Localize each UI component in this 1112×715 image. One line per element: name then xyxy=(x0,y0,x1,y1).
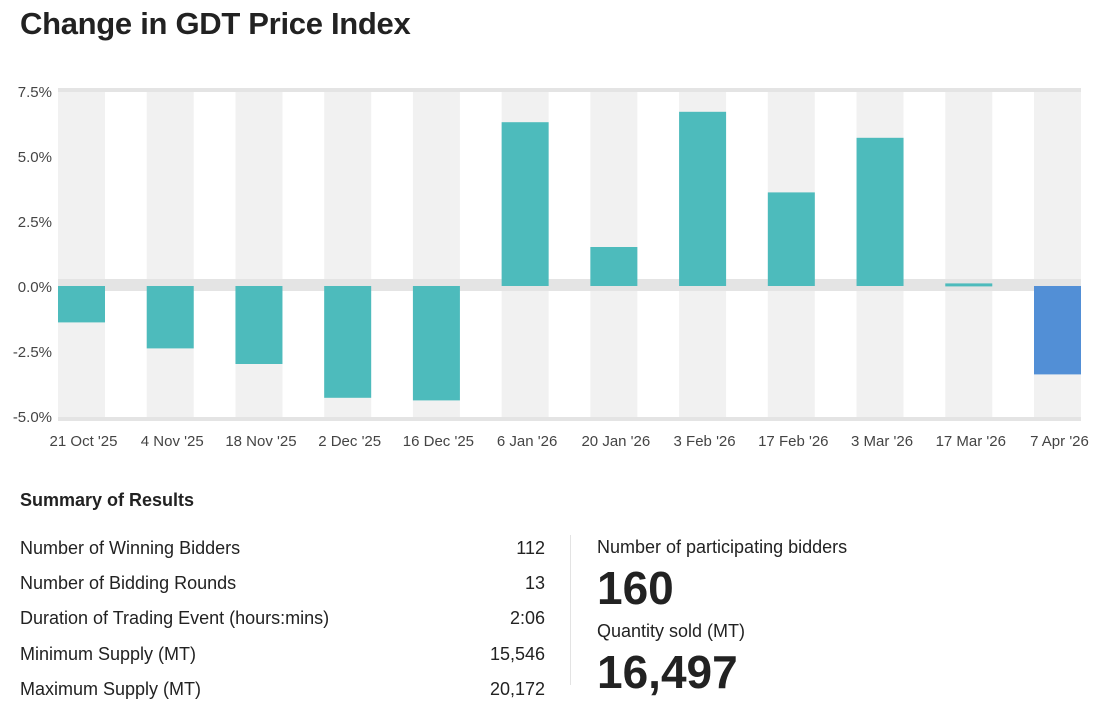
x-tick-label: 20 Jan '26 xyxy=(581,433,650,450)
top-axis-line xyxy=(58,88,1081,92)
column-stripe xyxy=(945,91,993,419)
row-value: 20,172 xyxy=(489,679,545,699)
summary-row: Number of Bidding Rounds 13 xyxy=(20,573,545,594)
x-tick-label: 16 Dec '25 xyxy=(403,433,474,450)
x-tick-label: 17 Mar '26 xyxy=(936,433,1006,450)
bar xyxy=(58,286,105,323)
bar xyxy=(590,247,638,286)
x-tick-label: 18 Nov '25 xyxy=(225,433,296,450)
bottom-axis-line xyxy=(58,417,1081,421)
column-stripe xyxy=(58,91,105,419)
bar xyxy=(324,286,372,398)
x-tick-label: 17 Feb '26 xyxy=(758,433,828,450)
summary-row: Duration of Trading Event (hours:mins) 2:… xyxy=(20,608,545,629)
y-tick-label: 2.5% xyxy=(18,214,52,231)
x-tick-label: 4 Nov '25 xyxy=(141,433,204,450)
bar xyxy=(679,111,727,286)
x-tick-label: 6 Jan '26 xyxy=(497,433,557,450)
price-index-chart: 7.5% 5.0% 2.5% 0.0% -2.5% -5.0% 21 Oct '25 4 No… xyxy=(13,84,1089,450)
bar xyxy=(945,283,993,287)
summary-row: Minimum Supply (MT) 15,546 xyxy=(20,644,545,665)
bar xyxy=(767,192,815,286)
participating-bidders-value: 160 xyxy=(597,562,674,614)
row-value: 112 xyxy=(516,538,545,558)
x-tick-label: 2 Dec '25 xyxy=(318,433,381,450)
row-label: Duration of Trading Event (hours:mins) xyxy=(20,608,330,628)
row-label: Minimum Supply (MT) xyxy=(20,644,197,664)
row-value: 2:06 xyxy=(509,608,545,628)
divider xyxy=(570,535,571,685)
quantity-sold-value: 16,497 xyxy=(597,646,738,698)
y-tick-label: -5.0% xyxy=(13,409,52,426)
row-label: Number of Winning Bidders xyxy=(20,538,241,558)
bar xyxy=(501,122,549,286)
chart-title: Change in GDT Price Index xyxy=(20,6,411,41)
participating-bidders-label: Number of participating bidders xyxy=(597,537,848,557)
row-value: 15,546 xyxy=(489,644,545,664)
y-tick-label: 7.5% xyxy=(18,84,52,101)
quantity-sold-label: Quantity sold (MT) xyxy=(597,621,746,641)
bar xyxy=(235,286,283,364)
bar xyxy=(1034,286,1081,375)
y-tick-label: 5.0% xyxy=(18,149,52,166)
summary-title: Summary of Results xyxy=(20,490,195,510)
row-value: 13 xyxy=(524,573,545,593)
y-tick-label: 0.0% xyxy=(18,279,52,296)
row-label: Number of Bidding Rounds xyxy=(20,573,237,593)
zero-line xyxy=(58,279,1081,291)
summary-row: Maximum Supply (MT) 20,172 xyxy=(20,679,545,700)
row-label: Maximum Supply (MT) xyxy=(20,679,202,699)
x-tick-label: 21 Oct '25 xyxy=(50,433,118,450)
x-tick-label: 7 Apr '26 xyxy=(1030,433,1089,450)
summary-row: Number of Winning Bidders 112 xyxy=(20,538,545,559)
bar xyxy=(146,286,194,349)
bar xyxy=(412,286,460,401)
bar xyxy=(856,137,904,286)
x-tick-label: 3 Feb '26 xyxy=(674,433,736,450)
column-stripe xyxy=(235,91,283,419)
x-tick-label: 3 Mar '26 xyxy=(851,433,913,450)
column-stripe xyxy=(146,91,194,419)
y-tick-label: -2.5% xyxy=(13,344,52,361)
